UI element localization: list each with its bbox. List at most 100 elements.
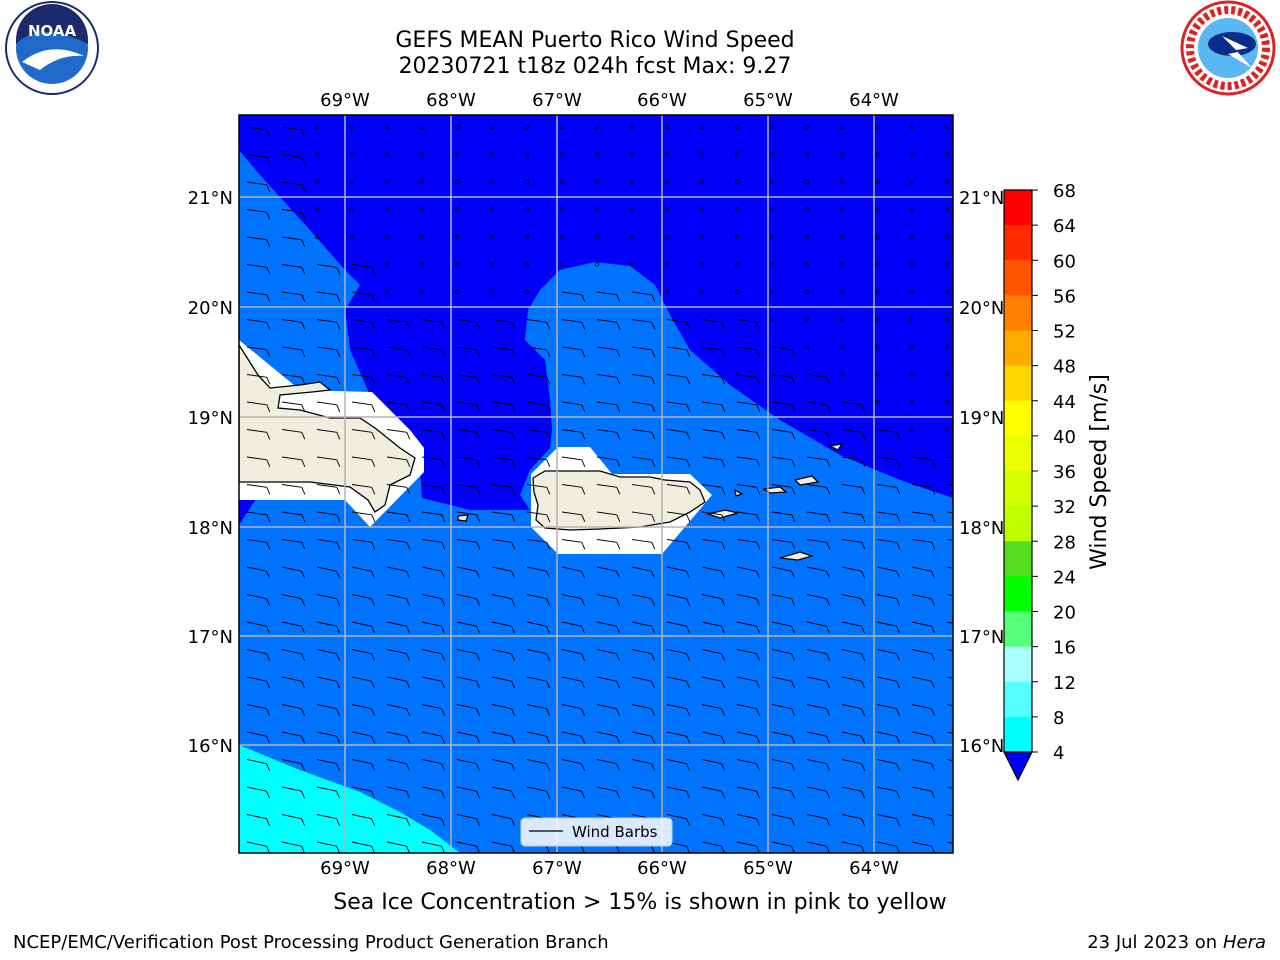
wind-barb-flag xyxy=(967,846,970,853)
wind-barb-flag xyxy=(266,157,271,165)
wind-barb xyxy=(946,539,953,541)
wind-barb-flag xyxy=(791,459,796,467)
wind-barb xyxy=(246,621,267,627)
calm-marker xyxy=(594,262,600,267)
colorbar-extend-arrow xyxy=(1003,751,1033,782)
wind-barb-flag xyxy=(581,404,586,412)
wind-barb-flag xyxy=(301,184,306,192)
calm-marker xyxy=(384,152,390,157)
wind-barb-flag xyxy=(616,294,621,302)
calm-marker xyxy=(594,179,600,185)
wind-barb xyxy=(526,704,547,710)
calm-marker xyxy=(664,207,670,212)
longitude-label: 66°W xyxy=(637,858,687,879)
wind-barb-flag xyxy=(756,680,760,689)
calm-marker xyxy=(804,152,810,157)
footer-machine: Hera xyxy=(1222,932,1266,953)
wind-barb xyxy=(701,759,722,765)
wind-barb xyxy=(736,621,757,627)
wind-barb-flag xyxy=(581,790,585,799)
wind-barb xyxy=(456,621,477,627)
wind-barb-flag xyxy=(301,349,306,357)
wind-barb xyxy=(946,621,953,624)
calm-marker xyxy=(874,124,880,130)
wind-barb-flag xyxy=(721,845,725,853)
wind-barb xyxy=(631,401,652,406)
wind-barb-flag xyxy=(371,294,376,302)
wind-barb xyxy=(316,346,337,351)
wind-barb-flag xyxy=(441,459,446,467)
wind-barb-flag xyxy=(686,377,691,385)
wind-barb xyxy=(386,374,407,378)
wind-barb xyxy=(946,511,953,514)
wind-barb xyxy=(351,456,372,461)
wind-barb-flag xyxy=(441,763,445,771)
calm-marker xyxy=(839,124,845,130)
wind-barb xyxy=(666,511,687,516)
footer-branch: NCEP/EMC/Verification Post Processing Pr… xyxy=(13,932,609,953)
wind-barb xyxy=(736,731,757,737)
wind-barb xyxy=(631,511,652,516)
calm-marker xyxy=(699,289,705,295)
wind-barb xyxy=(701,649,722,655)
wind-barb xyxy=(281,236,302,241)
wind-barb xyxy=(281,786,302,792)
calm-marker xyxy=(314,124,320,130)
calm-marker xyxy=(734,152,740,157)
wind-barb-flag xyxy=(546,322,551,330)
wind-barb xyxy=(806,484,827,488)
wind-barb-flag xyxy=(967,654,970,661)
wind-barb xyxy=(771,731,792,737)
wind-barb xyxy=(456,841,477,847)
latitude-label: 17°N xyxy=(188,627,233,648)
wind-barb-flag xyxy=(581,294,586,302)
wind-barb xyxy=(701,841,722,847)
wind-barb xyxy=(911,456,932,461)
wind-barb xyxy=(246,346,267,351)
wind-barb xyxy=(246,759,267,765)
wind-barb-flag xyxy=(967,819,970,826)
calm-marker xyxy=(839,289,845,295)
wind-barb xyxy=(911,511,932,516)
wind-barb-flag xyxy=(266,625,270,634)
wind-barb-flag xyxy=(651,680,655,689)
wind-barb-flag xyxy=(967,791,970,798)
calm-marker xyxy=(664,179,670,185)
wind-barb-flag xyxy=(441,598,445,606)
longitude-label: 64°W xyxy=(849,90,899,111)
wind-barb-flag xyxy=(476,404,481,412)
wind-barb xyxy=(281,731,302,737)
calm-marker xyxy=(839,179,845,185)
wind-barb xyxy=(911,731,932,737)
calm-marker xyxy=(594,207,600,212)
wind-barb xyxy=(281,429,302,433)
wind-barb xyxy=(701,704,722,710)
wind-barb xyxy=(771,456,792,461)
wind-barb xyxy=(911,786,932,792)
wind-barb xyxy=(421,621,442,627)
wind-barb-flag xyxy=(861,625,865,634)
wind-barb-flag xyxy=(756,487,761,495)
wind-barb-flag xyxy=(581,735,585,744)
wind-barb-flag xyxy=(931,763,935,771)
wind-barb-flag xyxy=(756,625,760,634)
wind-barb-flag xyxy=(931,514,936,522)
wind-barb xyxy=(876,731,897,737)
calm-marker xyxy=(804,289,810,295)
wind-barb xyxy=(351,511,372,516)
wind-barb xyxy=(456,429,477,433)
wind-barb-flag xyxy=(756,653,760,661)
wind-barb xyxy=(386,649,407,655)
wind-barb xyxy=(351,566,372,572)
longitude-label: 68°W xyxy=(426,858,476,879)
wind-barb-flag xyxy=(581,570,585,579)
wind-barb xyxy=(246,401,267,406)
wind-barb xyxy=(526,374,547,378)
wind-barb xyxy=(246,209,267,213)
wind-barb-flag xyxy=(616,845,620,853)
wind-barb-flag xyxy=(616,404,621,412)
wind-barb xyxy=(841,676,862,682)
wind-barb-flag xyxy=(826,598,830,606)
wind-barb xyxy=(561,484,582,488)
wind-barb xyxy=(701,346,722,351)
